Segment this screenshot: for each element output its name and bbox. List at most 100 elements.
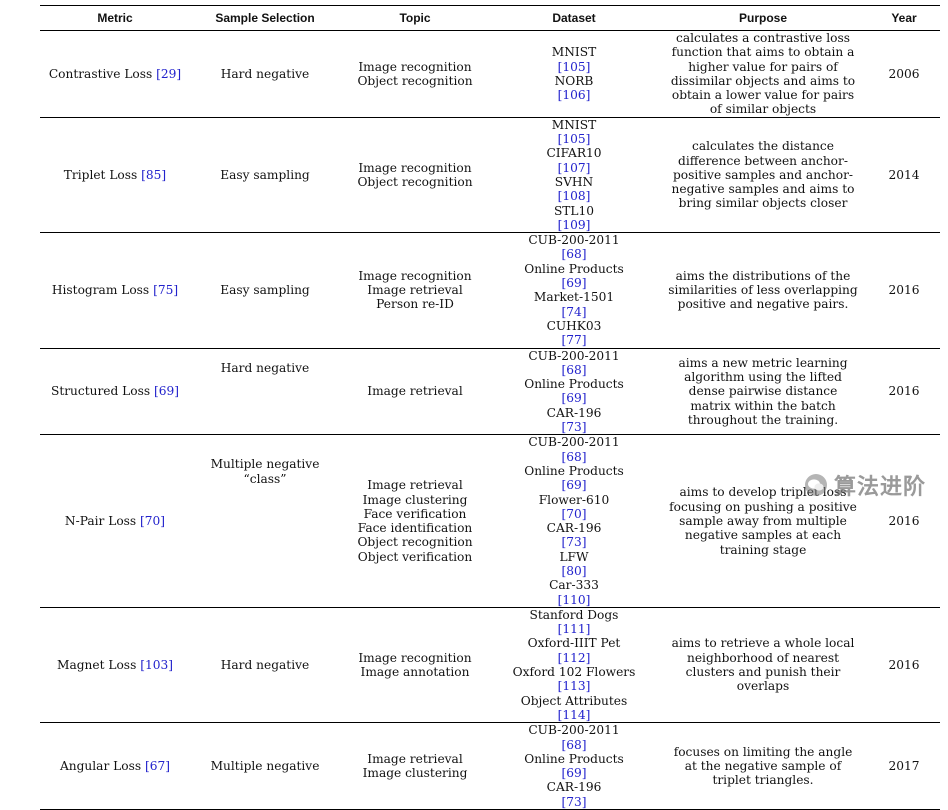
topic-cell: Image retrieval Image clustering Face veri…: [340, 434, 490, 608]
dataset-ref[interactable]: [109]: [557, 217, 591, 232]
dataset-ref[interactable]: [80]: [561, 563, 587, 578]
dataset-name: Flower-610: [538, 492, 610, 507]
topic-item: Image recognition: [358, 59, 472, 74]
purpose-cell: calculates a contrastive loss function t…: [658, 30, 868, 118]
dataset-item: Oxford 102 Flowers [113]: [494, 665, 654, 694]
dataset-name: LFW: [559, 549, 589, 564]
wechat-icon: [805, 474, 827, 496]
dataset-ref[interactable]: [68]: [561, 449, 587, 464]
dataset-item: Online Products [69]: [494, 377, 654, 406]
dataset-item: Online Products [69]: [494, 464, 654, 493]
dataset-cell: CUB-200-2011 [68] Online Products [69] CAR…: [490, 722, 658, 810]
header-dataset: Dataset: [490, 5, 658, 31]
dataset-ref[interactable]: [74]: [561, 304, 587, 319]
topic-item: Image retrieval: [367, 478, 463, 493]
sample-selection-cell: Hard negative: [190, 348, 340, 436]
dataset-ref[interactable]: [106]: [557, 88, 591, 103]
topic-cell: Image recognition Image annotation: [340, 607, 490, 724]
sample-selection-cell: Hard negative: [190, 607, 340, 724]
metric-ref[interactable]: [70]: [140, 513, 166, 528]
dataset-ref[interactable]: [108]: [557, 189, 591, 204]
purpose-cell: aims to develop triplet loss focusing on…: [658, 434, 868, 608]
dataset-ref[interactable]: [68]: [561, 737, 587, 752]
table-row: Contrastive Loss [29] Hard negative Image …: [40, 30, 940, 118]
dataset-ref[interactable]: [68]: [561, 247, 587, 262]
header-purpose: Purpose: [658, 5, 868, 31]
purpose-cell: aims the distributions of the similariti…: [658, 232, 868, 349]
metric-ref[interactable]: [69]: [154, 384, 180, 399]
metric-cell: Angular Loss [67]: [40, 722, 190, 810]
dataset-ref[interactable]: [107]: [557, 160, 591, 175]
metric-cell: Structured Loss [69]: [40, 348, 190, 436]
topic-item: Image retrieval: [367, 751, 463, 766]
table-row: Angular Loss [67] Multiple negative Image …: [40, 722, 940, 810]
year-cell: 2014: [868, 117, 940, 234]
metric-cell: Magnet Loss [103]: [40, 607, 190, 724]
table-row: Magnet Loss [103] Hard negative Image reco…: [40, 607, 940, 724]
dataset-ref[interactable]: [77]: [561, 333, 587, 348]
dataset-ref[interactable]: [69]: [561, 391, 587, 406]
dataset-name: Object Attributes: [520, 693, 628, 708]
dataset-item: CAR-196 [73]: [494, 780, 654, 809]
dataset-ref[interactable]: [69]: [561, 766, 587, 781]
topic-item: Image clustering: [362, 492, 468, 507]
dataset-name: Car-333: [549, 578, 599, 593]
metric-ref[interactable]: [103]: [140, 657, 173, 672]
dataset-ref[interactable]: [68]: [561, 362, 587, 377]
dataset-ref[interactable]: [69]: [561, 478, 587, 493]
header-topic: Topic: [340, 5, 490, 31]
watermark: 算法进阶: [804, 468, 940, 502]
metric-name: Triplet Loss: [63, 167, 138, 182]
purpose-cell: aims to retrieve a whole local neighborh…: [658, 607, 868, 724]
topic-item: Face identification: [357, 521, 473, 536]
topic-item: Object verification: [357, 549, 473, 564]
purpose-cell: calculates the distance difference betwe…: [658, 117, 868, 234]
dataset-name: CUB-200-2011: [528, 348, 620, 363]
topic-item: Person re-ID: [376, 297, 454, 312]
dataset-item: SVHN [108]: [494, 175, 654, 204]
year-cell: 2016: [868, 434, 940, 608]
metric-cell: Contrastive Loss [29]: [40, 30, 190, 118]
table-row: Triplet Loss [85] Easy sampling Image reco…: [40, 117, 940, 234]
dataset-item: LFW [80]: [494, 550, 654, 579]
header-year: Year: [868, 5, 940, 31]
dataset-item: Market-1501 [74]: [494, 290, 654, 319]
dataset-ref[interactable]: [113]: [557, 679, 591, 694]
metric-name: Structured Loss: [50, 384, 151, 399]
dataset-item: CUB-200-2011 [68]: [494, 233, 654, 262]
dataset-ref[interactable]: [112]: [557, 650, 591, 665]
sample-selection-cell: Easy sampling: [190, 232, 340, 349]
dataset-ref[interactable]: [70]: [561, 506, 587, 521]
dataset-ref[interactable]: [73]: [561, 794, 587, 809]
dataset-name: CUB-200-2011: [528, 233, 620, 248]
dataset-name: Oxford 102 Flowers: [512, 665, 636, 680]
header-sample-selection: Sample Selection: [190, 5, 340, 31]
dataset-item: Stanford Dogs [111]: [494, 608, 654, 637]
dataset-item: CUHK03 [77]: [494, 319, 654, 348]
dataset-item: CAR-196 [73]: [494, 406, 654, 435]
dataset-ref[interactable]: [114]: [557, 707, 591, 722]
dataset-item: Online Products [69]: [494, 262, 654, 291]
dataset-item: Car-333 [110]: [494, 578, 654, 607]
sample-selection-cell: Hard negative: [190, 30, 340, 118]
metric-ref[interactable]: [75]: [153, 283, 179, 298]
dataset-name: CUB-200-2011: [528, 723, 620, 738]
dataset-name: Online Products: [524, 261, 624, 276]
header-metric: Metric: [40, 5, 190, 31]
dataset-ref[interactable]: [105]: [557, 59, 591, 74]
metric-ref[interactable]: [85]: [141, 167, 167, 182]
dataset-cell: CUB-200-2011 [68] Online Products [69] Mar…: [490, 232, 658, 349]
table-row: Histogram Loss [75] Easy sampling Image re…: [40, 232, 940, 349]
dataset-ref[interactable]: [73]: [561, 535, 587, 550]
metric-ref[interactable]: [67]: [144, 758, 170, 773]
dataset-ref[interactable]: [105]: [557, 132, 591, 147]
topic-item: Image retrieval: [367, 283, 463, 298]
dataset-ref[interactable]: [111]: [557, 622, 591, 637]
dataset-ref[interactable]: [110]: [557, 592, 591, 607]
table-row: N-Pair Loss [70] Multiple negative “class…: [40, 434, 940, 608]
topic-item: Object recognition: [357, 174, 473, 189]
dataset-ref[interactable]: [73]: [561, 420, 587, 435]
sample-selection-cell: Multiple negative “class”: [190, 434, 340, 608]
dataset-ref[interactable]: [69]: [561, 276, 587, 291]
metric-ref[interactable]: [29]: [156, 66, 182, 81]
